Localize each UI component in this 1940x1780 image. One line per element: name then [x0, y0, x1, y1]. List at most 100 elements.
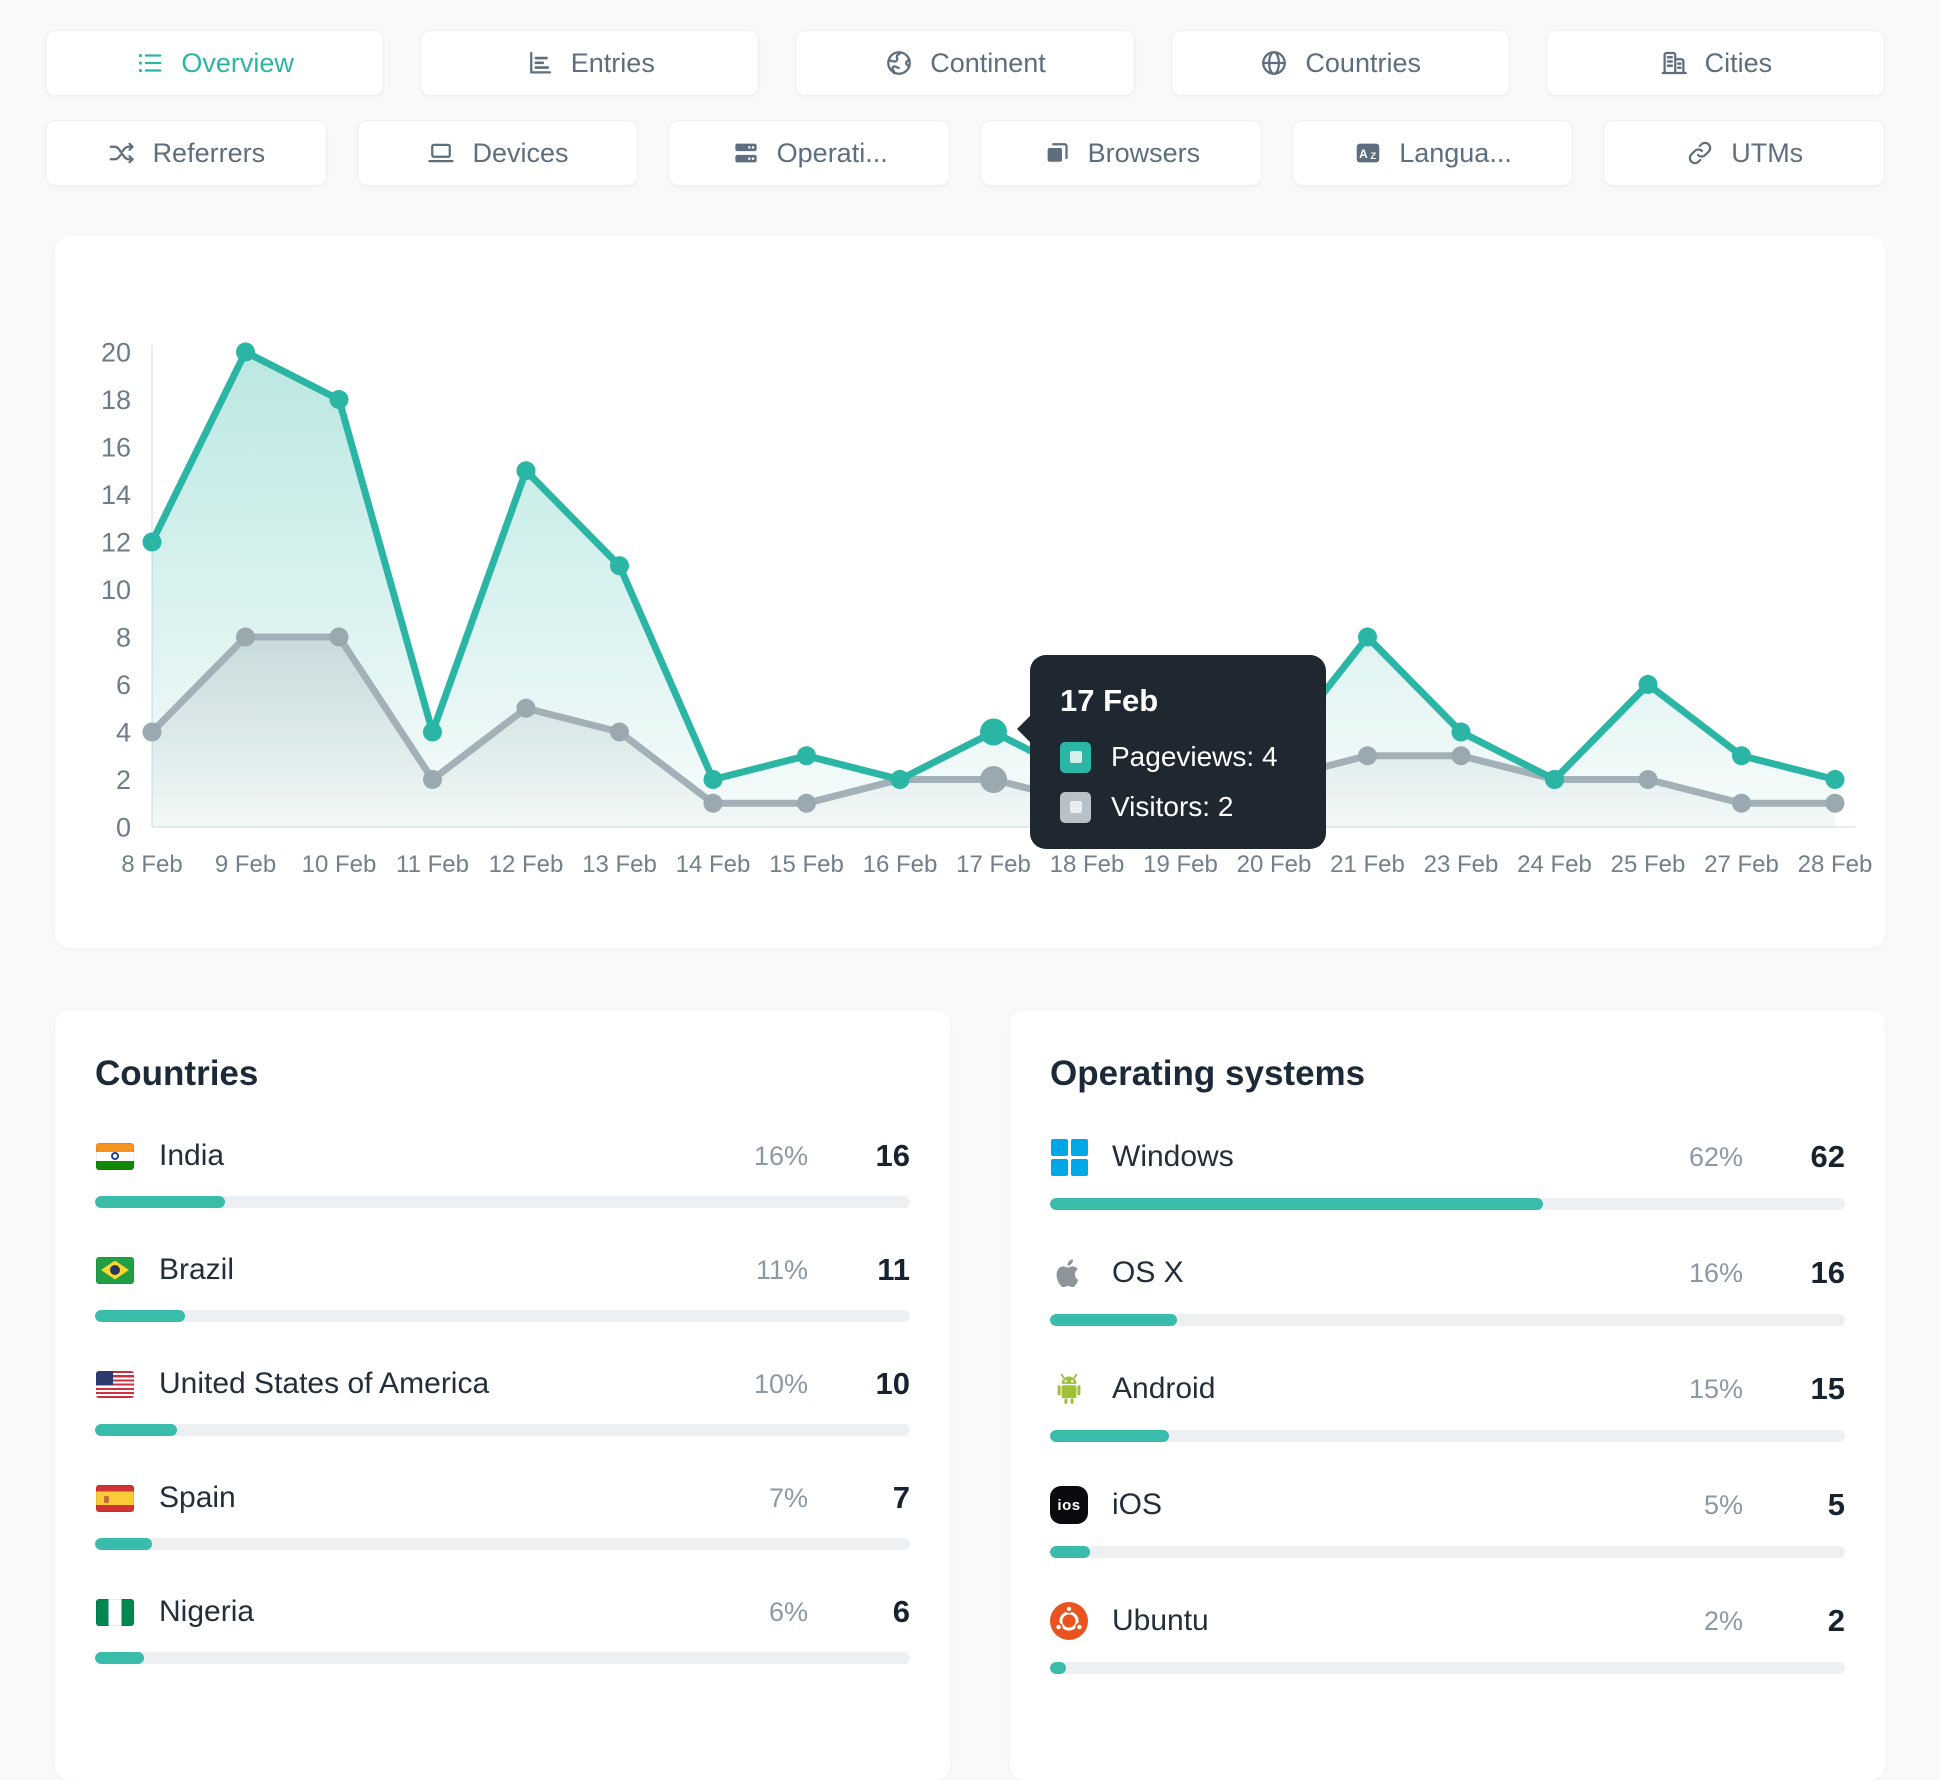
y-tick-label: 4 [116, 718, 131, 748]
visitors-point-28-feb[interactable] [1825, 793, 1845, 813]
tab-referrers[interactable]: Referrers [45, 120, 327, 186]
building-icon [1659, 48, 1689, 78]
globe-icon [1259, 48, 1289, 78]
pageviews-point-17-feb[interactable] [980, 718, 1007, 746]
tab-entries[interactable]: Entries [420, 30, 760, 96]
y-tick-label: 12 [101, 528, 131, 558]
x-tick-label: 16 Feb [863, 851, 938, 878]
x-tick-label: 25 Feb [1611, 851, 1686, 878]
progress-bar [95, 1652, 910, 1664]
item-name: Windows [1112, 1140, 1234, 1173]
tab-overview[interactable]: Overview [45, 30, 385, 96]
item-count: 11 [877, 1252, 910, 1287]
earth-icon [884, 48, 914, 78]
pageviews-point-28-feb[interactable] [1825, 770, 1845, 789]
progress-bar-fill [95, 1424, 177, 1436]
progress-bar [1050, 1546, 1845, 1558]
item-percent: 16% [1688, 1257, 1743, 1288]
apple-icon [1050, 1254, 1088, 1292]
x-tick-label: 15 Feb [769, 851, 844, 878]
tab-langua[interactable]: A Z Langua... [1291, 120, 1574, 186]
pageviews-point-14-feb[interactable] [703, 770, 723, 789]
visitors-point-17-feb[interactable] [980, 766, 1007, 793]
x-tick-label: 18 Feb [1050, 851, 1125, 878]
visitors-point-23-feb[interactable] [1451, 746, 1471, 766]
os-row-ios[interactable]: ios iOS 5% 5 [1050, 1486, 1845, 1558]
os-row-android[interactable]: Android 15% 15 [1050, 1370, 1845, 1442]
item-count: 16 [875, 1138, 910, 1173]
pageviews-point-10-feb[interactable] [329, 390, 349, 409]
visitors-point-11-feb[interactable] [423, 770, 442, 789]
pageviews-point-16-feb[interactable] [890, 770, 910, 789]
country-row-nigeria[interactable]: Nigeria 6% 6 [95, 1594, 910, 1664]
laptop-icon [426, 138, 456, 168]
tooltip-pageviews-value: Pageviews: 4 [1111, 741, 1278, 772]
tab-browsers[interactable]: Browsers [980, 120, 1262, 186]
item-name: United States of America [159, 1367, 490, 1400]
pageviews-point-11-feb[interactable] [423, 722, 442, 742]
pageviews-point-13-feb[interactable] [610, 556, 629, 576]
tab-label: Browsers [1087, 137, 1201, 168]
operating-systems-panel-title: Operating systems [1050, 1054, 1366, 1093]
visitors-point-21-feb[interactable] [1358, 746, 1377, 766]
usa-flag [95, 1370, 135, 1398]
visitors-point-25-feb[interactable] [1638, 770, 1658, 789]
x-tick-label: 27 Feb [1704, 851, 1779, 878]
pageviews-point-8-feb[interactable] [142, 532, 162, 552]
pageviews-point-24-feb[interactable] [1545, 770, 1564, 789]
country-row-united-states-of-america[interactable]: United States of America 10% 10 [95, 1366, 910, 1436]
ubuntu-icon [1050, 1602, 1088, 1640]
visitors-point-27-feb[interactable] [1732, 793, 1751, 813]
x-tick-label: 28 Feb [1798, 851, 1873, 878]
tab-label: Devices [472, 137, 569, 168]
progress-bar-fill [95, 1538, 153, 1550]
pageviews-point-21-feb[interactable] [1358, 627, 1377, 647]
progress-bar [95, 1196, 910, 1208]
tab-label: Overview [181, 47, 294, 78]
visitors-point-10-feb[interactable] [329, 627, 349, 647]
tab-operati[interactable]: Operati... [668, 120, 951, 186]
country-row-brazil[interactable]: Brazil 11% 11 [95, 1252, 910, 1322]
y-tick-label: 10 [101, 575, 131, 605]
ios-icon: ios [1050, 1486, 1088, 1524]
pageviews-point-23-feb[interactable] [1451, 722, 1471, 742]
visitors-point-12-feb[interactable] [516, 698, 536, 718]
os-row-windows[interactable]: Windows 62% 62 [1050, 1138, 1845, 1210]
progress-bar [95, 1424, 910, 1436]
pageviews-point-12-feb[interactable] [516, 461, 536, 481]
pageviews-point-9-feb[interactable] [236, 342, 255, 362]
bar-chart-icon [525, 48, 555, 78]
progress-bar [1050, 1198, 1845, 1210]
item-percent: 11% [755, 1254, 808, 1285]
visitors-point-15-feb[interactable] [797, 793, 816, 813]
tab-devices[interactable]: Devices [356, 120, 639, 186]
tab-label: Operati... [776, 137, 888, 168]
y-tick-label: 20 [101, 338, 131, 368]
country-row-spain[interactable]: Spain 7% 7 [95, 1480, 910, 1550]
visitors-point-8-feb[interactable] [142, 722, 162, 742]
visitors-point-13-feb[interactable] [610, 722, 629, 742]
visitors-point-14-feb[interactable] [703, 793, 723, 813]
tab-continent[interactable]: Continent [795, 30, 1135, 96]
link-icon [1685, 138, 1715, 168]
y-tick-label: 0 [116, 813, 131, 843]
country-row-india[interactable]: India 16% 16 [95, 1138, 910, 1208]
tab-utms[interactable]: UTMs [1603, 120, 1886, 186]
visitors-point-9-feb[interactable] [236, 627, 255, 647]
item-name: Ubuntu [1112, 1604, 1209, 1637]
tab-label: Continent [930, 47, 1046, 78]
os-row-os-x[interactable]: OS X 16% 16 [1050, 1254, 1845, 1326]
item-count: 62 [1810, 1139, 1845, 1174]
x-tick-label: 12 Feb [489, 851, 564, 878]
pageviews-point-25-feb[interactable] [1638, 675, 1658, 694]
progress-bar [95, 1310, 910, 1322]
tab-countries[interactable]: Countries [1170, 30, 1510, 96]
spain-flag [95, 1484, 135, 1512]
item-count: 6 [892, 1594, 910, 1629]
pageviews-point-15-feb[interactable] [797, 746, 816, 766]
tab-cities[interactable]: Cities [1545, 30, 1886, 96]
pageviews-point-27-feb[interactable] [1732, 746, 1751, 766]
os-row-ubuntu[interactable]: Ubuntu 2% 2 [1050, 1602, 1845, 1674]
tabs-row-2: Referrers Devices Operati... Browsers A Z Lang… [45, 120, 1886, 186]
